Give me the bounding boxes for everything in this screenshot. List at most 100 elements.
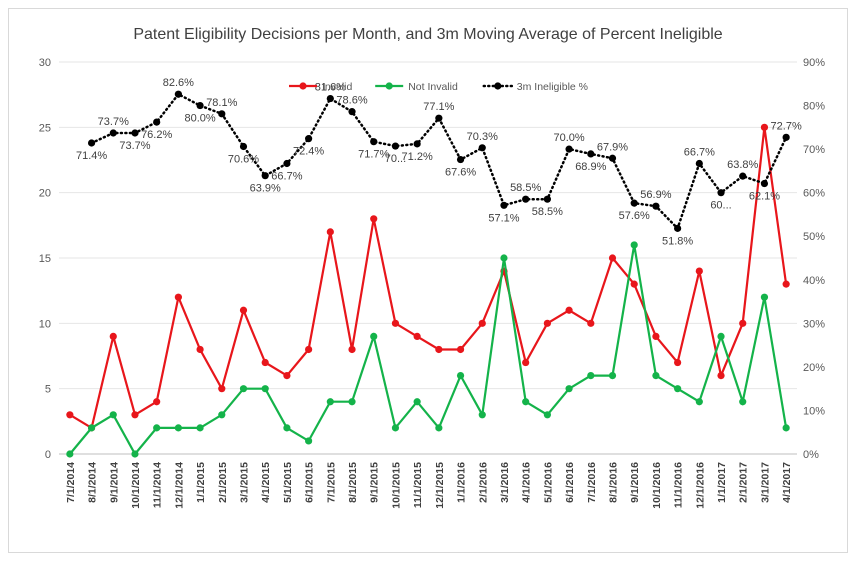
- data-label: 73.7%: [98, 116, 129, 128]
- data-point: [239, 306, 248, 314]
- y-left-tick-label: 25: [39, 122, 51, 134]
- data-label: 81.6%: [315, 82, 346, 94]
- y-right-tick-label: 70%: [803, 144, 825, 156]
- data-point: [174, 90, 182, 98]
- data-point: [587, 372, 595, 380]
- x-tick-label: 10/1/2016: [651, 462, 663, 509]
- data-point: [543, 195, 551, 203]
- data-point: [522, 358, 530, 367]
- data-point: [608, 154, 617, 162]
- data-point: [218, 110, 226, 118]
- chart-frame: Patent Eligibility Decisions per Month, …: [8, 8, 848, 553]
- data-label: 70.3%: [467, 131, 498, 143]
- data-point: [478, 411, 486, 419]
- data-label: 76.2%: [141, 129, 172, 141]
- x-tick-label: 4/1/2017: [781, 462, 793, 503]
- x-tick-label: 12/1/2016: [694, 462, 706, 509]
- data-point: [608, 372, 617, 380]
- data-point: [87, 424, 96, 432]
- series-layer: [66, 90, 790, 458]
- data-point: [739, 319, 747, 327]
- y-right-tick-label: 40%: [803, 275, 825, 287]
- data-label: 57.6%: [619, 210, 650, 222]
- x-tick-label: 7/1/2016: [586, 462, 598, 503]
- data-label: 66.7%: [271, 170, 302, 182]
- data-point: [565, 306, 573, 314]
- data-point: [131, 129, 139, 137]
- y-left-tick-label: 30: [39, 57, 51, 69]
- axis-layer: 0 5 10 15 20 25 30 0% 10% 20% 30% 40% 50% 60% 70% 80% 90…: [39, 57, 825, 509]
- data-point: [239, 142, 248, 151]
- data-point: [391, 142, 400, 150]
- data-point: [153, 398, 161, 406]
- x-tick-label: 4/1/2016: [521, 462, 533, 503]
- data-point: [87, 139, 96, 147]
- data-point: [565, 145, 573, 153]
- data-point: [695, 267, 703, 275]
- data-point: [109, 332, 117, 340]
- data-label: 73.7%: [119, 140, 150, 152]
- data-point: [326, 228, 334, 236]
- data-point: [717, 372, 725, 380]
- data-label: 80.0%: [184, 113, 215, 125]
- data-point: [196, 345, 204, 354]
- x-tick-label: 11/1/2014: [152, 462, 164, 508]
- data-point: [283, 372, 291, 380]
- x-tick-label: 10/1/2015: [390, 462, 402, 509]
- data-point: [478, 319, 486, 327]
- y-left-tick-label: 10: [39, 318, 51, 330]
- data-point: [782, 424, 790, 432]
- data-point: [543, 411, 551, 419]
- legend-label: Not Invalid: [408, 81, 458, 93]
- data-point: [305, 345, 313, 354]
- data-point: [153, 118, 161, 126]
- data-point: [782, 133, 790, 141]
- data-point: [413, 332, 421, 340]
- legend-label: 3m Ineligible %: [517, 81, 588, 93]
- x-tick-label: 2/1/2016: [477, 462, 489, 503]
- y-right-tick-label: 30%: [803, 318, 825, 330]
- x-tick-label: 3/1/2015: [239, 462, 251, 503]
- x-tick-label: 9/1/2015: [369, 462, 381, 503]
- data-point: [760, 123, 769, 131]
- data-point: [652, 202, 660, 210]
- x-tick-label: 6/1/2016: [564, 462, 576, 503]
- data-point: [239, 385, 248, 393]
- data-point: [435, 114, 443, 122]
- x-tick-label: 12/1/2014: [173, 462, 185, 509]
- data-label: 72.7%: [771, 120, 802, 132]
- data-point: [543, 319, 551, 327]
- data-label: 63.8%: [727, 159, 758, 171]
- x-tick-label: 3/1/2016: [499, 462, 511, 503]
- legend-label: Invalid: [322, 81, 353, 93]
- data-point: [413, 398, 421, 406]
- data-label: 67.9%: [597, 141, 628, 153]
- x-tick-label: 8/1/2014: [87, 462, 99, 503]
- data-point: [652, 372, 660, 380]
- data-point: [739, 398, 747, 406]
- x-tick-label: 11/1/2016: [673, 462, 685, 508]
- legend-marker: [385, 82, 393, 90]
- data-point: [174, 293, 182, 301]
- data-label: 67.6%: [445, 167, 476, 179]
- x-tick-label: 6/1/2015: [304, 462, 316, 503]
- legend-marker: [494, 82, 502, 90]
- data-point: [196, 101, 204, 110]
- x-tick-label: 11/1/2015: [412, 462, 424, 508]
- x-tick-label: 9/1/2014: [108, 462, 120, 503]
- data-label: 56.9%: [640, 189, 671, 201]
- data-point: [391, 424, 400, 432]
- data-point: [305, 437, 313, 445]
- data-label: 71.2%: [402, 151, 433, 163]
- data-label: 66.7%: [684, 146, 715, 158]
- y-left-tick-label: 0: [45, 449, 51, 461]
- chart-svg: Patent Eligibility Decisions per Month, …: [39, 26, 825, 509]
- data-label: 78.1%: [206, 97, 237, 109]
- series-line-1: [69, 127, 788, 430]
- data-label: 51.8%: [662, 235, 693, 247]
- data-point: [587, 150, 595, 158]
- x-tick-label: 1/1/2015: [195, 462, 207, 503]
- data-point: [435, 424, 443, 432]
- data-point: [456, 155, 465, 164]
- data-point: [283, 424, 291, 432]
